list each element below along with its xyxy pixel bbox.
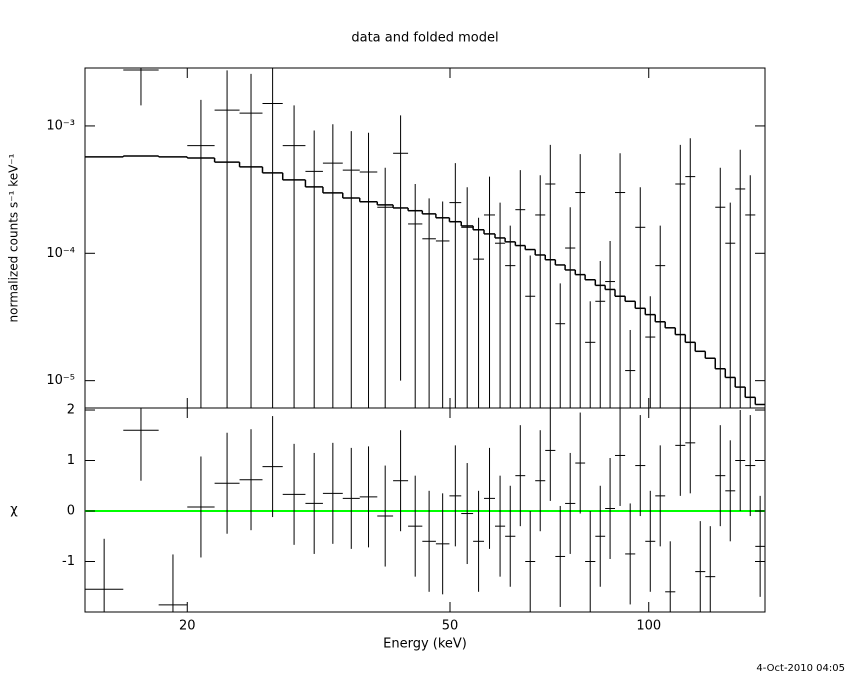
plot-frame bbox=[84, 407, 766, 613]
y-tick-label: -1 bbox=[62, 554, 75, 569]
x-tick-label: 20 bbox=[179, 619, 196, 634]
y-axis-label: χ bbox=[10, 503, 18, 518]
x-tick-label: 100 bbox=[636, 619, 661, 634]
y-tick-label: 1 bbox=[67, 453, 75, 468]
footer: 4-Oct-2010 04:05 bbox=[756, 663, 845, 674]
y-tick-label: 0 bbox=[67, 504, 75, 519]
y-tick-label: 2 bbox=[67, 403, 75, 418]
y-axis-label: normalized counts s⁻¹ keV⁻¹ bbox=[7, 153, 21, 322]
x-tick-label: 50 bbox=[442, 619, 459, 634]
y-tick-label: 10⁻³ bbox=[46, 118, 75, 133]
plot-area bbox=[85, 68, 765, 408]
chart-title: data and folded model bbox=[351, 31, 498, 46]
y-tick-label: 10⁻⁵ bbox=[46, 373, 75, 388]
y-tick-label: 10⁻⁴ bbox=[46, 246, 75, 261]
x-axis-label: Energy (keV) bbox=[383, 637, 467, 652]
plot-area bbox=[85, 408, 765, 612]
